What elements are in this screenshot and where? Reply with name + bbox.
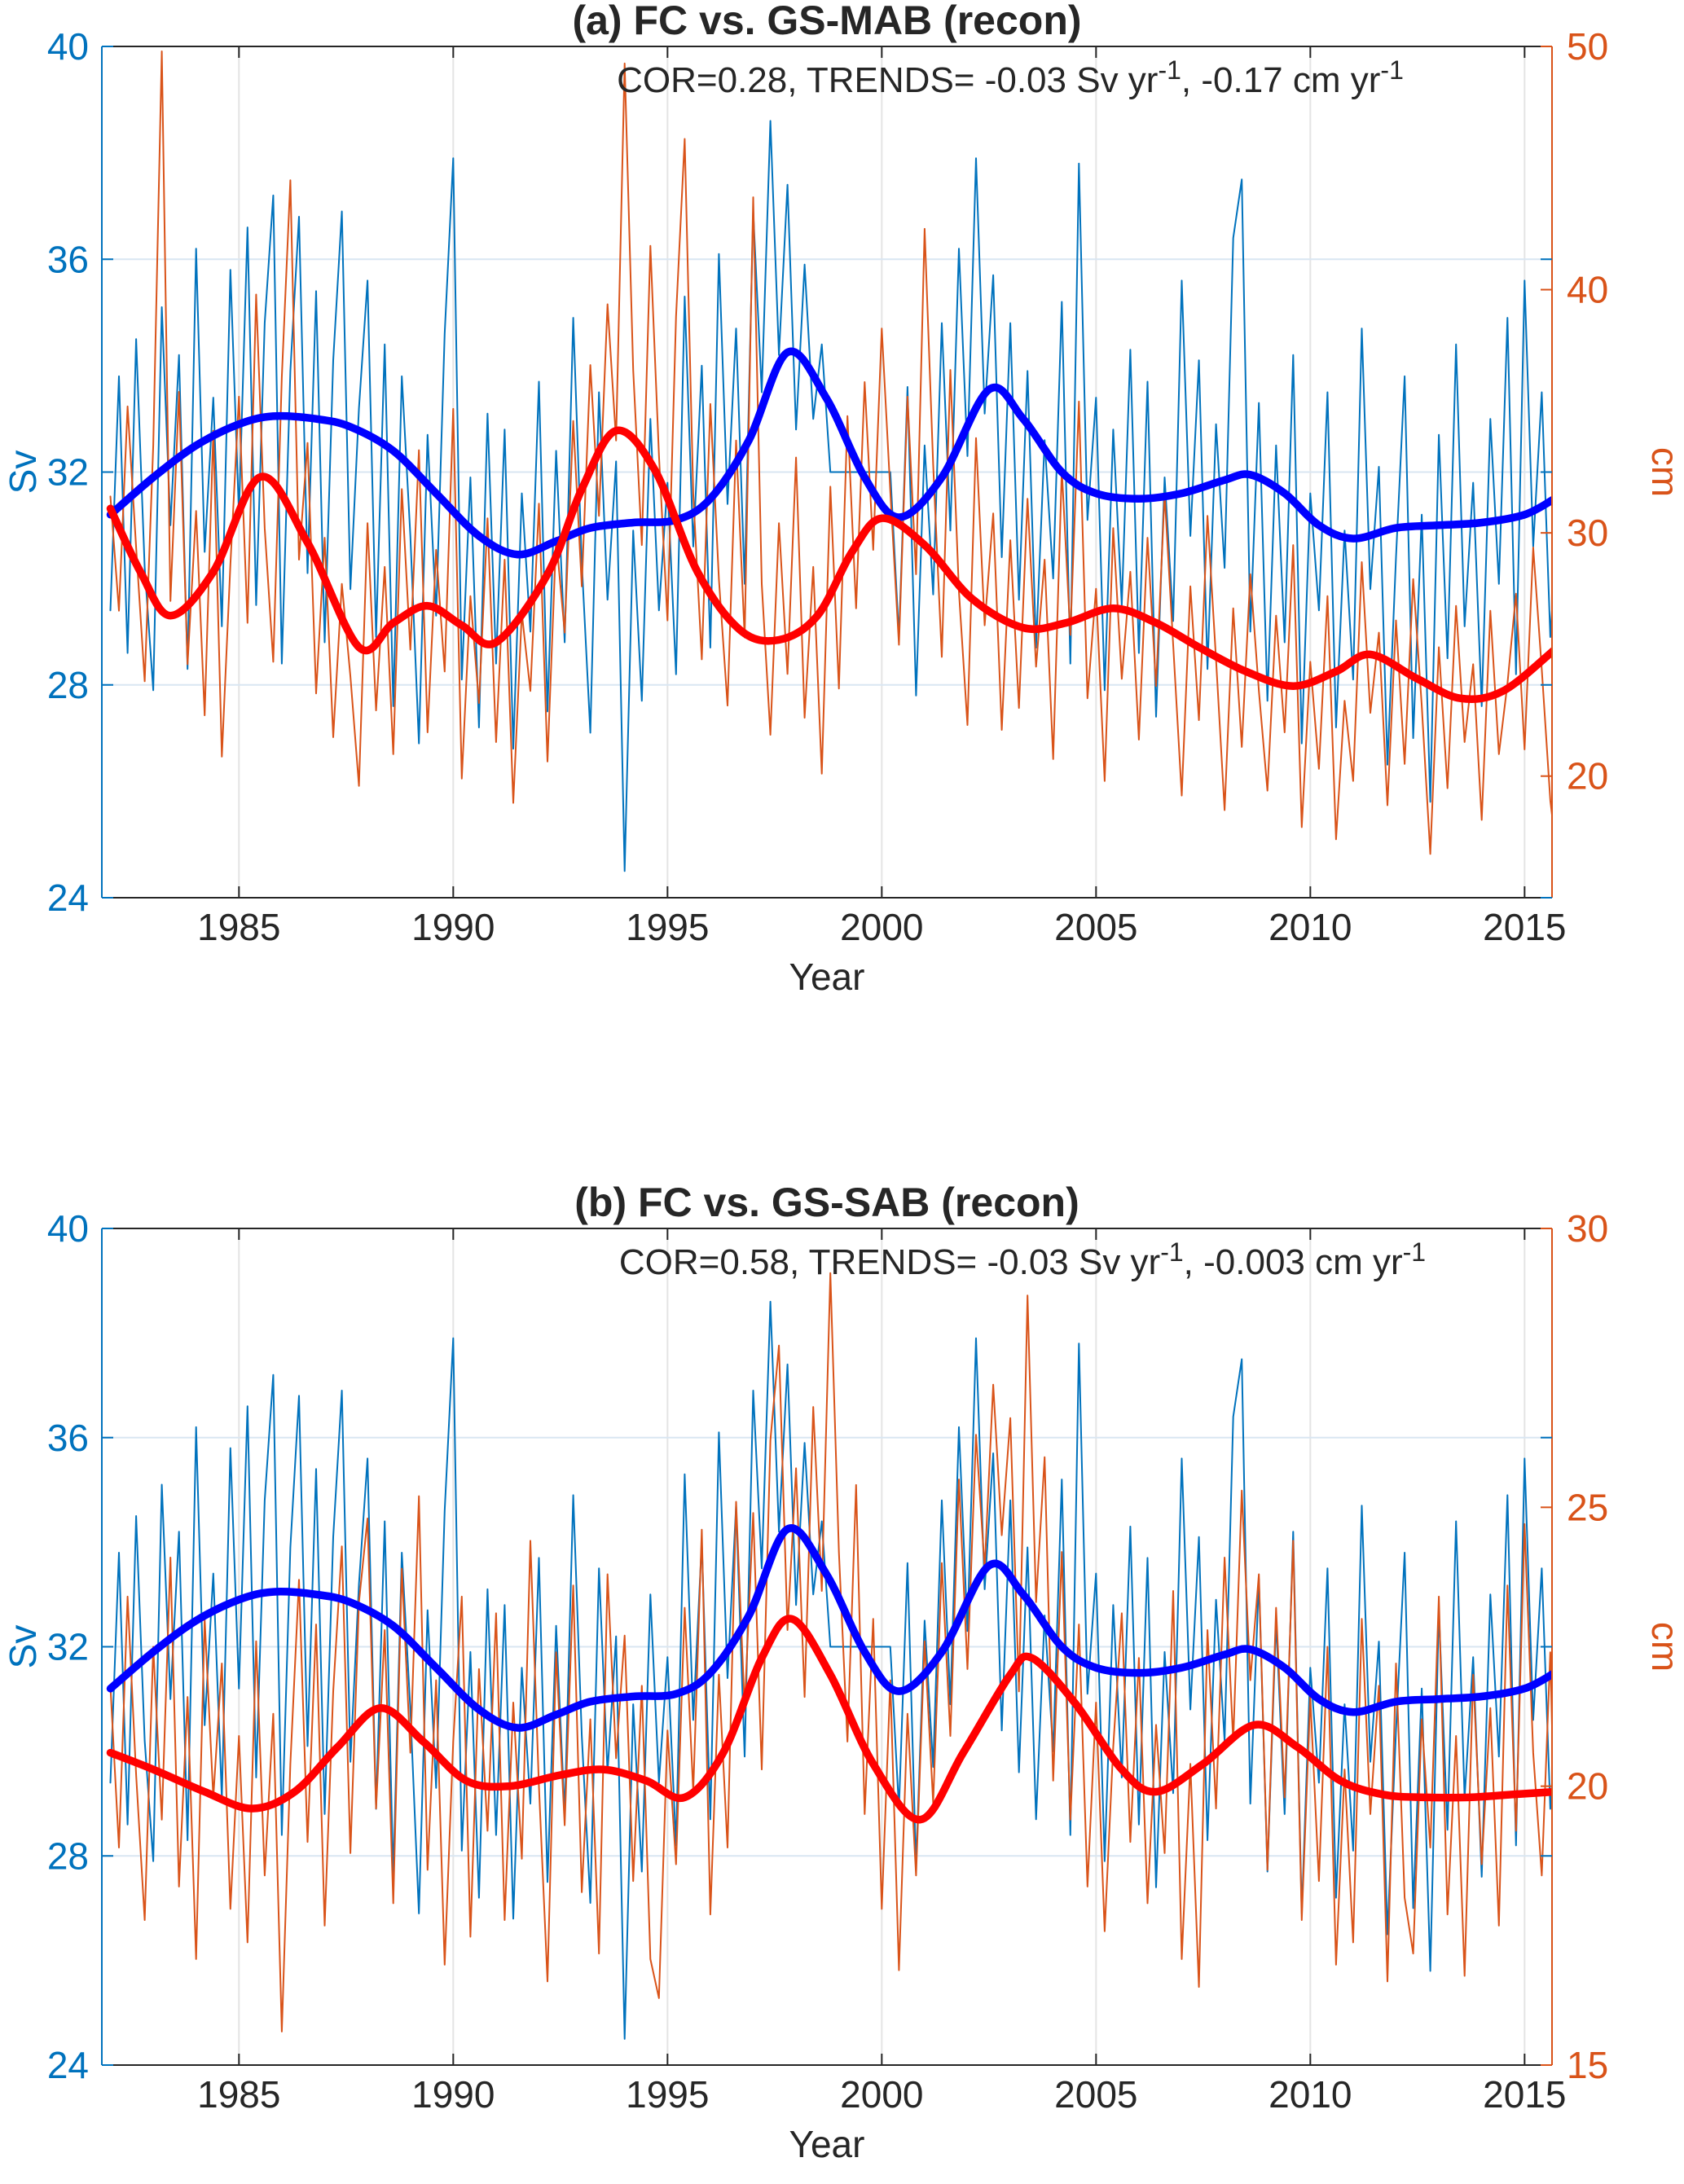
- x-axis-label: Year: [789, 2123, 865, 2165]
- x-tick-label: 1990: [411, 2073, 495, 2116]
- annotation-superscript: -1: [1158, 55, 1181, 85]
- x-axis-label: Year: [789, 956, 865, 998]
- x-tick-label: 2015: [1483, 906, 1566, 948]
- right-tick-label: 15: [1567, 2044, 1608, 2086]
- left-tick-label: 24: [47, 877, 89, 919]
- x-tick-label: 2010: [1268, 2073, 1352, 2116]
- left-tick-label: 40: [47, 1207, 89, 1250]
- series-line-fc-transport-smoothed: [106, 1524, 1552, 1732]
- series-line-fc-transport-smoothed: [106, 347, 1552, 559]
- panel-annotation: COR=0.58, TRENDS= -0.03 Sv yr-1, -0.003 …: [619, 1237, 1426, 1282]
- x-tick-label: 1995: [626, 906, 709, 948]
- left-tick-label: 32: [47, 451, 89, 494]
- x-tick-label: 1985: [197, 2073, 280, 2116]
- x-tick-label: 2000: [840, 2073, 923, 2116]
- x-tick-label: 2010: [1268, 906, 1352, 948]
- x-tick-label: 1990: [411, 906, 495, 948]
- annotation-superscript: -1: [1403, 1237, 1426, 1267]
- left-tick-label: 32: [47, 1626, 89, 1668]
- left-tick-label: 28: [47, 664, 89, 706]
- right-tick-label: 20: [1567, 755, 1608, 798]
- series-line-gs-sab-index-smoothed: [106, 1615, 1552, 1824]
- left-tick-label: 36: [47, 1417, 89, 1459]
- panel-title: (a) FC vs. GS-MAB (recon): [572, 0, 1081, 43]
- series-layer: [106, 1272, 1552, 2040]
- right-tick-label: 30: [1567, 1207, 1608, 1250]
- right-axis-label: cm: [1644, 1622, 1684, 1672]
- left-axis-label: Sv: [2, 450, 44, 494]
- right-axis-label: cm: [1644, 447, 1684, 497]
- panel-b: 1985 1990 1995 2000 2005 2010 2015 24 28 32 36 40 15…: [2, 1180, 1684, 2165]
- annotation-superscript: -1: [1160, 1237, 1183, 1267]
- series-layer: [106, 51, 1552, 872]
- x-tick-label: 2005: [1054, 906, 1137, 948]
- x-tick-label: 1985: [197, 906, 280, 948]
- series-line-fc-transport-monthly: [109, 120, 1552, 872]
- left-axis-label: Sv: [2, 1625, 44, 1669]
- right-tick-label: 30: [1567, 512, 1608, 554]
- right-tick-label: 40: [1567, 269, 1608, 311]
- x-tick-label: 2005: [1054, 2073, 1137, 2116]
- right-tick-label: 25: [1567, 1486, 1608, 1528]
- x-tick-label: 2000: [840, 906, 923, 948]
- x-tick-label: 2015: [1483, 2073, 1566, 2116]
- right-tick-label: 50: [1567, 25, 1608, 68]
- series-line-gs-sab-index-monthly: [109, 1272, 1552, 2032]
- x-tick-label: 1995: [626, 2073, 709, 2116]
- panel-title: (b) FC vs. GS-SAB (recon): [574, 1180, 1079, 1225]
- left-tick-label: 28: [47, 1835, 89, 1877]
- panel-a: 1985 1990 1995 2000 2005 2010 2015 24 28 32 36 40 20…: [2, 0, 1684, 998]
- panel-annotation: COR=0.28, TRENDS= -0.03 Sv yr-1, -0.17 c…: [617, 55, 1404, 100]
- left-tick-label: 24: [47, 2044, 89, 2086]
- left-tick-label: 40: [47, 25, 89, 68]
- right-tick-label: 20: [1567, 1765, 1608, 1808]
- left-tick-label: 36: [47, 238, 89, 280]
- annotation-superscript: -1: [1380, 55, 1403, 85]
- series-line-gs-mab-index-smoothed: [106, 426, 1552, 704]
